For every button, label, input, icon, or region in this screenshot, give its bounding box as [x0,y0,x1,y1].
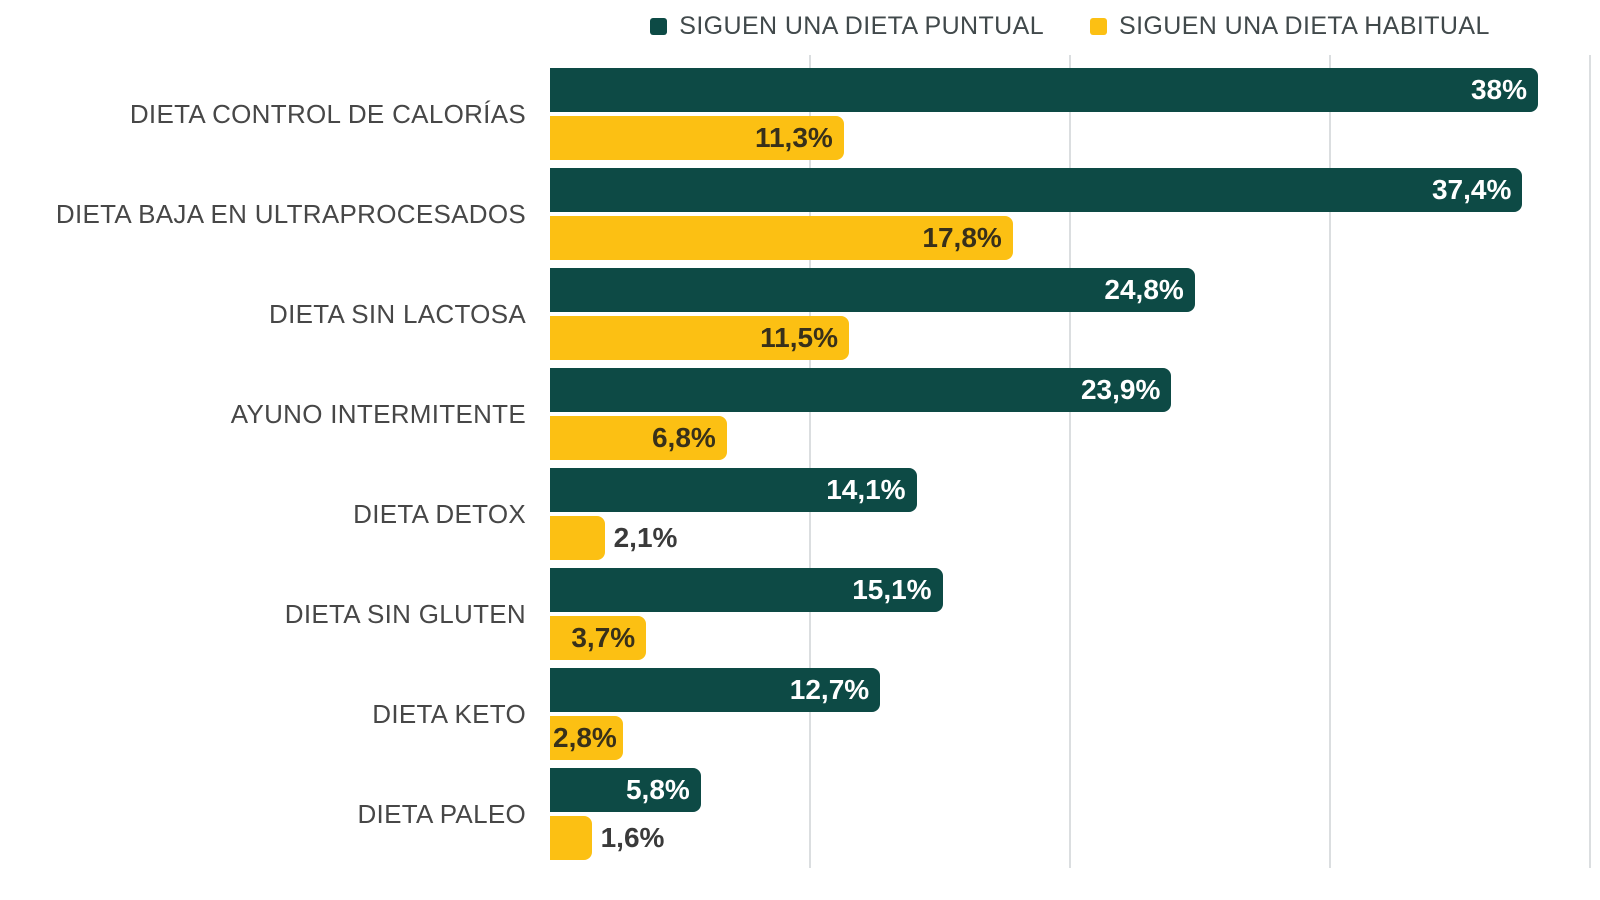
bar-puntual-value: 37,4% [1431,174,1512,205]
bar-puntual: 5,8% [550,768,701,812]
legend-item-habitual: SIGUEN UNA DIETA HABITUAL [1090,12,1490,41]
bar-puntual-value: 5,8% [625,774,690,805]
gridline [1329,55,1331,868]
bar-puntual: 12,7% [550,668,881,712]
bar-habitual: 6,8% [550,416,727,460]
bar-habitual: 11,5% [550,316,849,360]
bar-habitual-value: 1,6% [600,822,665,853]
bar-group: 24,8% 11,5% [550,268,1590,368]
gridline [1069,55,1071,868]
gridline [1589,55,1591,868]
bar-puntual-value: 38% [1470,74,1527,105]
bar-habitual-value: 11,5% [760,322,838,353]
bar-habitual: 2,8% [550,716,623,760]
bar-group: 5,8% 1,6% [550,768,1590,868]
bar-group: 14,1% 2,1% [550,468,1590,568]
bar-habitual: 17,8% [550,216,1013,260]
chart-rows: DIETA CONTROL DE CALORÍAS 38% 11,3% DIET… [0,68,1600,868]
bar-habitual-value: 2,1% [613,522,678,553]
bar-puntual: 37,4% [550,168,1523,212]
legend: SIGUEN UNA DIETA PUNTUAL SIGUEN UNA DIET… [550,12,1590,41]
category-label: DIETA PALEO [357,798,526,829]
bar-puntual: 24,8% [550,268,1195,312]
chart-row: DIETA SIN GLUTEN 15,1% 3,7% [0,568,1600,668]
bar-group: 12,7% 2,8% [550,668,1590,768]
bar-group: 15,1% 3,7% [550,568,1590,668]
bar-puntual-value: 15,1% [852,574,932,605]
bar-group: 23,9% 6,8% [550,368,1590,468]
bar-puntual: 15,1% [550,568,943,612]
chart-row: DIETA DETOX 14,1% 2,1% [0,468,1600,568]
bar-habitual-value: 17,8% [922,222,1002,253]
legend-swatch-habitual-icon [1090,18,1108,35]
legend-item-puntual: SIGUEN UNA DIETA PUNTUAL [650,12,1044,41]
chart-row: DIETA KETO 12,7% 2,8% [0,668,1600,768]
category-label: AYUNO INTERMITENTE [230,398,526,429]
category-label: DIETA SIN GLUTEN [284,598,526,629]
bar-habitual-value: 11,3% [754,122,833,153]
category-label: DIETA DETOX [353,498,526,529]
category-label: DIETA CONTROL DE CALORÍAS [129,98,526,129]
category-label: DIETA BAJA EN ULTRAPROCESADOS [55,198,526,229]
bar-puntual-value: 14,1% [826,474,906,505]
bar-puntual: 38% [550,68,1538,112]
bar-habitual: 2,1% [550,516,677,560]
bar-habitual-value: 6,8% [651,422,716,453]
chart-row: DIETA CONTROL DE CALORÍAS 38% 11,3% [0,68,1600,168]
chart-row: DIETA SIN LACTOSA 24,8% 11,5% [0,268,1600,368]
bar-group: 37,4% 17,8% [550,168,1590,268]
legend-label-habitual: SIGUEN UNA DIETA HABITUAL [1119,12,1490,40]
legend-swatch-puntual-icon [650,18,668,35]
bar-habitual-value: 2,8% [553,722,617,753]
bar-puntual-value: 24,8% [1104,274,1184,305]
bar-habitual: 1,6% [550,816,664,860]
bar-habitual: 11,3% [550,116,844,160]
bar-group: 38% 11,3% [550,68,1590,168]
bar-puntual: 23,9% [550,368,1172,412]
gridlines [550,55,1591,868]
bar-puntual-value: 23,9% [1080,374,1161,405]
category-label: DIETA SIN LACTOSA [269,298,526,329]
chart-row: DIETA BAJA EN ULTRAPROCESADOS 37,4% 17,8… [0,168,1600,268]
bar-puntual-value: 12,7% [789,674,870,705]
chart-row: AYUNO INTERMITENTE 23,9% 6,8% [0,368,1600,468]
bar-habitual: 3,7% [550,616,647,660]
category-label: DIETA KETO [372,698,526,729]
chart-row: DIETA PALEO 5,8% 1,6% [0,768,1600,868]
bar-habitual-value: 3,7% [571,622,636,653]
legend-label-puntual: SIGUEN UNA DIETA PUNTUAL [679,12,1045,40]
bar-puntual: 14,1% [550,468,917,512]
gridline [809,55,811,868]
